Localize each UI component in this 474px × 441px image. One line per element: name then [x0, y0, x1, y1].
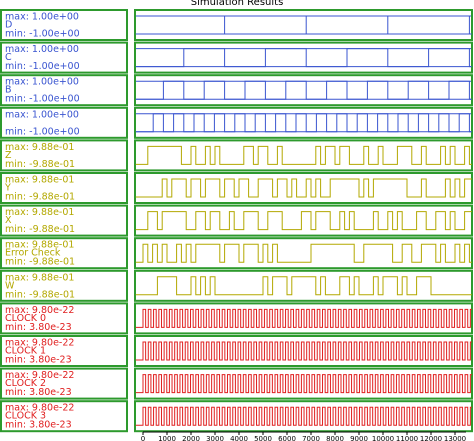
max-label: max: 9.80e-22	[5, 370, 74, 381]
tick-label: 9000	[350, 435, 368, 441]
signal-name: CLOCK 3	[5, 411, 46, 422]
min-label: min: -9.88e-01	[5, 289, 75, 300]
waveform	[135, 15, 472, 35]
waveform	[135, 145, 472, 165]
signal-name: X	[5, 215, 12, 226]
min-label: min: 3.80e-23	[5, 322, 72, 333]
tick-label: 8000	[326, 435, 344, 441]
wave-box	[134, 269, 473, 302]
max-label: max: 1.00e+00	[5, 109, 79, 120]
tick-label: 4000	[230, 435, 248, 441]
signal-name: D	[5, 20, 12, 31]
tick-label: 11000	[396, 435, 418, 441]
min-label: min: -1.00e+00	[5, 126, 80, 137]
min-label: min: -9.88e-01	[5, 159, 75, 170]
label-box	[0, 74, 128, 107]
signal-name: CLOCK 2	[5, 378, 46, 389]
waveform	[135, 243, 472, 263]
wave-box	[134, 9, 473, 41]
wave-box	[134, 400, 473, 433]
waveform	[135, 406, 472, 426]
max-label: max: 1.00e+00	[5, 44, 79, 55]
min-label: min: 3.80e-23	[5, 355, 72, 366]
max-label: max: 1.00e+00	[5, 77, 79, 88]
label-box	[0, 9, 128, 41]
signal-name: C	[5, 52, 12, 63]
label-box	[0, 367, 128, 400]
tick-label: 3000	[206, 435, 224, 441]
max-label: max: 9.88e-01	[5, 240, 74, 251]
title: Simulation Results	[191, 0, 284, 8]
label-box	[0, 204, 128, 237]
min-label: min: -1.00e+00	[5, 61, 80, 72]
signal-name: W	[5, 280, 15, 291]
wave-box	[134, 204, 473, 237]
label-box	[0, 172, 128, 204]
max-label: max: 9.80e-22	[5, 338, 74, 349]
wave-box	[134, 367, 473, 400]
tick-label: 6000	[278, 435, 296, 441]
waveform	[135, 48, 472, 68]
wave-box	[134, 74, 473, 107]
wave-box	[134, 302, 473, 335]
max-label: max: 1.00e+00	[5, 12, 79, 23]
label-box	[0, 106, 128, 139]
min-label: min: -1.00e+00	[5, 94, 80, 105]
min-label: min: 3.80e-23	[5, 420, 72, 431]
tick-label: 1000	[158, 435, 176, 441]
signal-name: CLOCK 1	[5, 346, 46, 357]
waveform	[135, 276, 472, 296]
min-label: min: -9.88e-01	[5, 224, 75, 235]
waveform	[135, 113, 472, 133]
label-box	[0, 400, 128, 433]
max-label: max: 9.88e-01	[5, 207, 74, 218]
label-box	[0, 237, 128, 270]
label-box	[0, 335, 128, 367]
min-label: min: -9.88e-01	[5, 192, 75, 203]
max-label: max: 9.80e-22	[5, 403, 74, 414]
wave-box	[134, 139, 473, 172]
tick-label: 13000	[444, 435, 466, 441]
waveform	[135, 374, 472, 394]
tick-label: 10000	[372, 435, 394, 441]
wave-box	[134, 41, 473, 74]
max-label: max: 9.88e-01	[5, 175, 74, 186]
label-box	[0, 139, 128, 172]
max-label: max: 9.88e-01	[5, 142, 74, 153]
min-label: min: -1.00e+00	[5, 29, 80, 40]
signal-name: Error Check	[5, 248, 61, 259]
tick-label: 5000	[254, 435, 272, 441]
signal-name: B	[5, 85, 12, 96]
waveform	[135, 211, 472, 231]
waveform	[135, 80, 472, 100]
wave-box	[134, 335, 473, 367]
signal-name: Y	[4, 183, 11, 194]
wave-box	[134, 106, 473, 139]
max-label: max: 9.88e-01	[5, 272, 74, 283]
max-label: max: 9.80e-22	[5, 305, 74, 316]
waveform	[135, 308, 472, 328]
label-box	[0, 269, 128, 302]
tick-label: 0	[141, 435, 145, 441]
waveform	[135, 178, 472, 198]
waveform	[135, 341, 472, 361]
signal-name: CLOCK 0	[5, 313, 46, 324]
tick-label: 12000	[420, 435, 442, 441]
min-label: min: 3.80e-23	[5, 387, 72, 398]
label-box	[0, 41, 128, 74]
min-label: min: -9.88e-01	[5, 257, 75, 268]
signal-name: Z	[5, 150, 12, 161]
label-box	[0, 302, 128, 335]
tick-label: 2000	[182, 435, 200, 441]
tick-label: 7000	[302, 435, 320, 441]
